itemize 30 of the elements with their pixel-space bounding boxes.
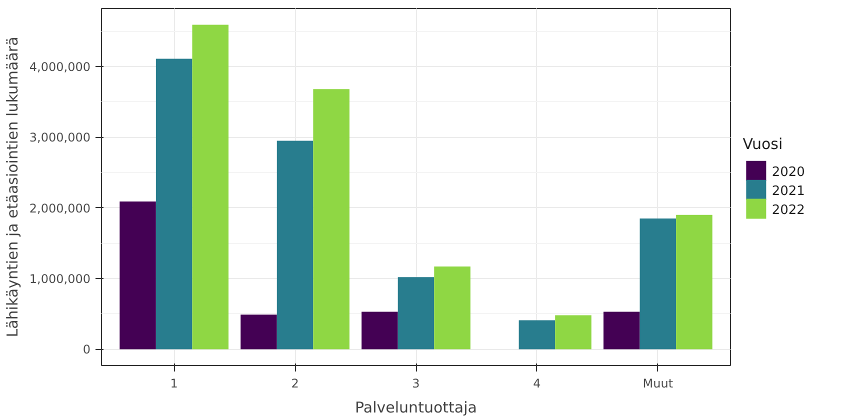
legend-title: Vuosi [742,135,783,154]
bar [276,140,314,350]
x-tick-label: 2 [291,376,299,390]
y-tick-label: 0 [82,342,91,357]
y-tick-label: 3,000,000 [29,130,91,145]
bar [676,214,712,350]
x-tick-label: 3 [412,376,420,390]
bar [120,201,156,350]
legend-label: 2020 [772,164,805,180]
bar [555,315,592,350]
y-axis-title: Lähikäyntien ja etäasiointien lukumäärä [3,36,22,338]
x-axis-title: Palveluntuottaja [355,398,477,416]
bar [313,89,350,350]
bar [362,312,398,350]
x-tick-label: Muut [642,376,674,390]
bar [640,218,676,350]
bar [240,314,277,350]
y-tick-label: 1,000,000 [29,272,91,286]
legend-label: 2022 [772,202,805,218]
y-tick-label: 4,000,000 [29,60,91,74]
bar [192,24,229,350]
bar [518,320,556,350]
y-tick-label: 2,000,000 [29,201,91,216]
x-tick-label: 1 [170,376,178,390]
x-tick-label: 4 [533,376,541,390]
legend-label: 2021 [772,184,805,199]
bar [156,58,192,350]
bar [398,277,434,350]
bar [603,312,640,350]
bar [434,266,470,350]
